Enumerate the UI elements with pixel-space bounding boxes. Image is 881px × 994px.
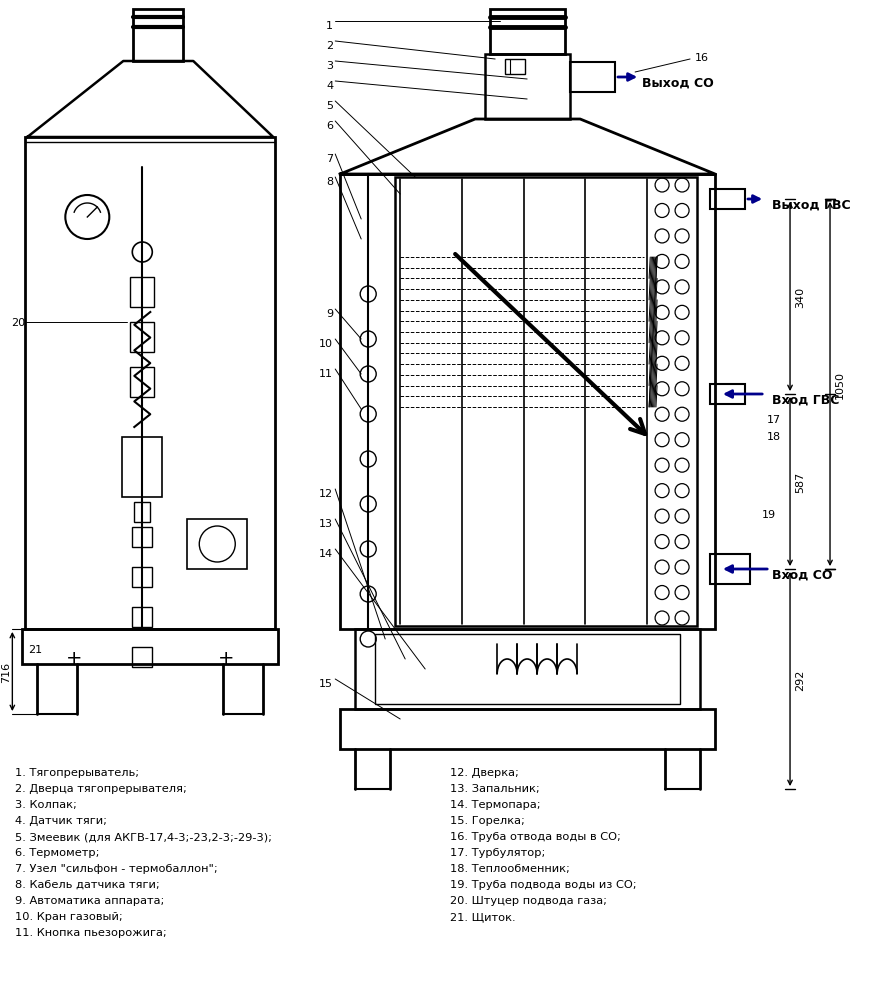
Text: Выход ГВС: Выход ГВС [772, 198, 851, 212]
Text: 17: 17 [767, 414, 781, 424]
Bar [710, 190, 745, 210]
Bar [570, 63, 615, 92]
Text: 14: 14 [319, 549, 333, 559]
Bar [490, 10, 565, 55]
Text: 5. Змеевик (для АКГВ-17,4-3;-23,2-3;-29-3);: 5. Змеевик (для АКГВ-17,4-3;-23,2-3;-29-… [15, 831, 272, 841]
Text: 13. Запальник;: 13. Запальник; [450, 783, 540, 793]
Bar [132, 647, 152, 667]
Text: 13: 13 [319, 519, 333, 529]
Bar [130, 323, 154, 353]
Text: 19: 19 [762, 510, 776, 520]
Text: 16. Труба отвода воды в СО;: 16. Труба отвода воды в СО; [450, 831, 621, 841]
Bar [22, 629, 278, 664]
Text: 12: 12 [319, 488, 333, 499]
Text: 6: 6 [326, 121, 333, 131]
Bar [355, 629, 700, 710]
Text: 3. Колпак;: 3. Колпак; [15, 799, 78, 809]
Bar [134, 503, 151, 523]
Text: 7. Узел "сильфон - термобаллон";: 7. Узел "сильфон - термобаллон"; [15, 863, 218, 873]
Bar [133, 10, 183, 62]
Bar [132, 568, 152, 587]
Text: 1050: 1050 [835, 371, 845, 399]
Bar [396, 178, 697, 626]
Text: 2: 2 [326, 41, 333, 51]
Bar [710, 555, 750, 584]
Text: 9: 9 [326, 309, 333, 319]
Text: Вход ГВС: Вход ГВС [772, 393, 840, 407]
Text: 2. Дверца тягопрерывателя;: 2. Дверца тягопрерывателя; [15, 783, 188, 793]
Text: 8. Кабель датчика тяги;: 8. Кабель датчика тяги; [15, 879, 160, 889]
Text: 587: 587 [795, 471, 805, 492]
Text: +: + [66, 648, 83, 667]
Bar [26, 138, 275, 629]
Bar [130, 277, 154, 308]
Bar [122, 437, 162, 498]
Bar [485, 55, 570, 120]
Bar [505, 60, 525, 75]
Text: 1. Тягопрерыватель;: 1. Тягопрерыватель; [15, 767, 139, 777]
Bar [132, 528, 152, 548]
Text: 9. Автоматика аппарата;: 9. Автоматика аппарата; [15, 896, 165, 906]
Text: 10. Кран газовый;: 10. Кран газовый; [15, 911, 123, 921]
Text: 12. Дверка;: 12. Дверка; [450, 767, 519, 777]
Text: 4: 4 [326, 81, 333, 90]
Text: 14. Термопара;: 14. Термопара; [450, 799, 541, 809]
Text: 10: 10 [319, 339, 333, 349]
Text: 15. Горелка;: 15. Горелка; [450, 815, 525, 825]
Text: 7: 7 [326, 154, 333, 164]
Text: Выход СО: Выход СО [642, 77, 714, 89]
Text: 1: 1 [326, 21, 333, 31]
Text: 8: 8 [326, 177, 333, 187]
Text: 6. Термометр;: 6. Термометр; [15, 847, 100, 857]
Text: 716: 716 [2, 661, 11, 682]
Bar [132, 607, 152, 627]
Text: 16: 16 [695, 53, 709, 63]
Bar [130, 368, 154, 398]
Bar [710, 385, 745, 405]
Text: 5: 5 [326, 101, 333, 111]
Bar [340, 175, 715, 629]
Text: 17. Турбулятор;: 17. Турбулятор; [450, 847, 545, 857]
Text: 18: 18 [767, 431, 781, 441]
Text: 20. Штуцер подвода газа;: 20. Штуцер подвода газа; [450, 896, 607, 906]
Bar [375, 634, 680, 705]
Bar [340, 710, 715, 749]
Text: 340: 340 [795, 286, 805, 307]
Text: 20: 20 [11, 318, 26, 328]
Text: +: + [218, 648, 234, 667]
Text: 11: 11 [319, 369, 333, 379]
Text: 19. Труба подвода воды из СО;: 19. Труба подвода воды из СО; [450, 879, 637, 889]
Text: 11. Кнопка пьезорожига;: 11. Кнопка пьезорожига; [15, 927, 167, 937]
Text: 15: 15 [319, 678, 333, 688]
Text: 4. Датчик тяги;: 4. Датчик тяги; [15, 815, 107, 825]
Text: 21. Щиток.: 21. Щиток. [450, 911, 515, 921]
Text: 292: 292 [795, 669, 805, 690]
Text: 18. Теплообменник;: 18. Теплообменник; [450, 863, 570, 873]
Text: 3: 3 [326, 61, 333, 71]
Text: Вход СО: Вход СО [772, 568, 833, 580]
Text: 21: 21 [28, 644, 42, 654]
Bar [188, 520, 248, 570]
